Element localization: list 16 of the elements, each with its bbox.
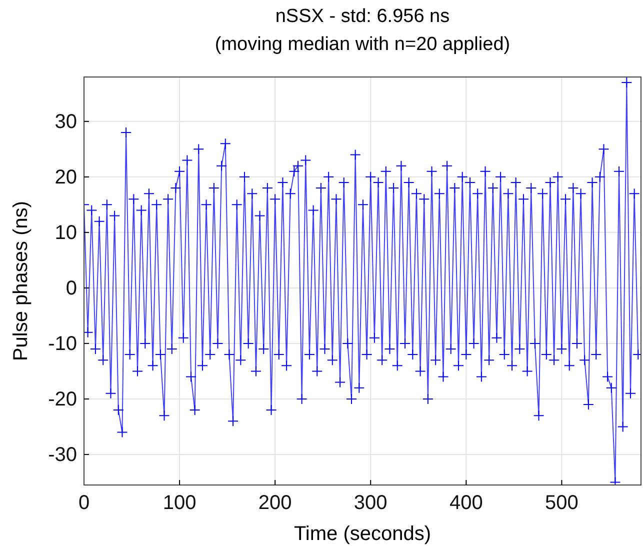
- x-tick-label: 200: [258, 492, 292, 514]
- y-tick-label: 0: [66, 277, 77, 300]
- y-tick-label: -30: [48, 444, 77, 466]
- x-tick-label: 100: [162, 492, 196, 514]
- x-tick-label: 300: [354, 492, 388, 514]
- y-axis-title: Pulse phases (ns): [10, 200, 32, 362]
- chart-title: nSSX - std: 6.956 ns: [275, 6, 450, 27]
- y-tick-label: 20: [54, 166, 77, 188]
- chart-subtitle: (moving median with n=20 applied): [214, 34, 510, 55]
- y-tick-label: 30: [54, 110, 77, 133]
- x-tick-label: 400: [449, 492, 483, 514]
- y-tick-label: -10: [48, 332, 77, 355]
- y-tick-label: 10: [54, 222, 77, 244]
- x-tick-label: 500: [545, 492, 578, 514]
- x-axis-title: Time (seconds): [294, 523, 432, 545]
- y-tick-label: -20: [48, 388, 77, 410]
